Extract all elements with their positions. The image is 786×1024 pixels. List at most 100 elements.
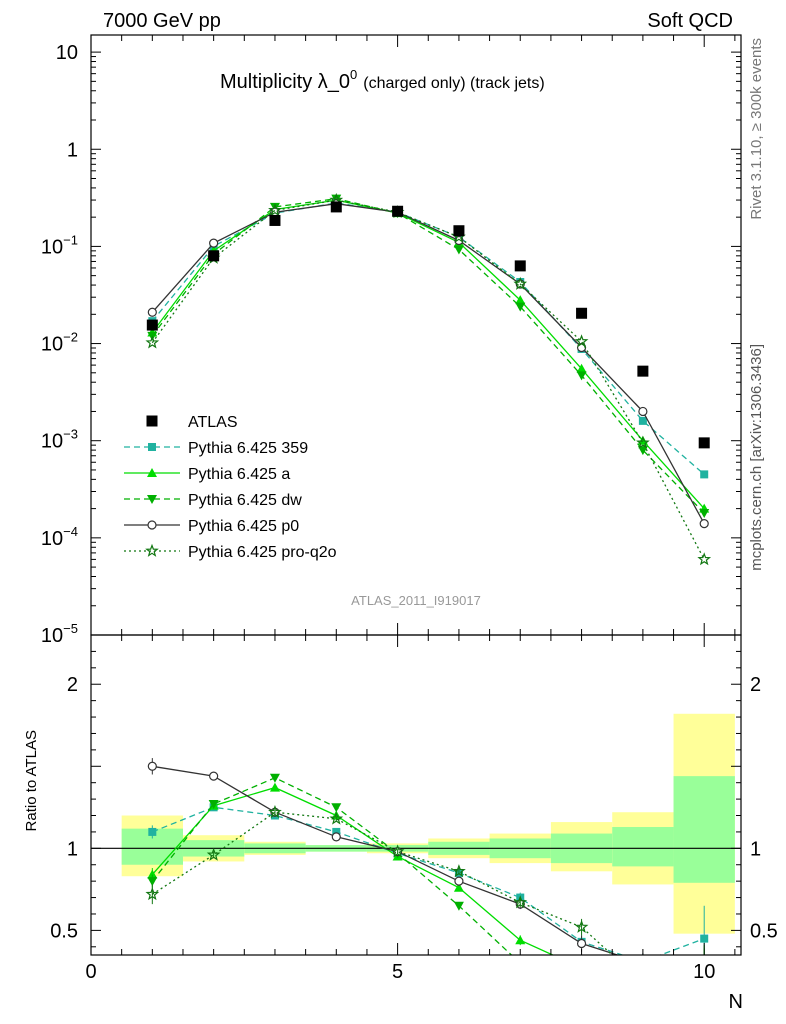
ratio-band-inner bbox=[673, 776, 735, 883]
legend-marker bbox=[147, 468, 157, 477]
main-y-tick-exponent: −5 bbox=[63, 621, 78, 636]
series-line-ratio bbox=[151, 777, 513, 955]
series-marker-ratio bbox=[331, 803, 342, 813]
reference-marker bbox=[514, 260, 526, 272]
header-left: 7000 GeV pp bbox=[103, 10, 221, 32]
chart-title-sup: 0 bbox=[350, 67, 357, 82]
series-marker-main bbox=[515, 302, 526, 312]
main-y-tick-base: 10 bbox=[41, 625, 63, 647]
legend-label: Pythia 6.425 dw bbox=[188, 492, 302, 509]
legend-label: Pythia 6.425 359 bbox=[188, 440, 308, 457]
ratio-y-tick-label: 2 bbox=[67, 674, 78, 696]
source-label: mcplots.cern.ch [arXiv:1306.3436] bbox=[748, 344, 765, 571]
ratio-axis-label: Ratio to ATLAS bbox=[23, 730, 40, 831]
series-marker-ratio bbox=[638, 984, 648, 993]
series-main-layer bbox=[145, 192, 712, 566]
series-marker-main bbox=[453, 245, 464, 255]
ratio-y-tick-label: 1 bbox=[67, 838, 78, 860]
main-y-tick-base: 10 bbox=[41, 431, 63, 453]
series-marker-ratio bbox=[268, 805, 282, 819]
series-marker-ratio bbox=[513, 895, 528, 909]
series-marker-ratio bbox=[454, 876, 464, 886]
chart-title-main: Multiplicity λ_0 bbox=[220, 71, 350, 93]
reference-marker bbox=[269, 214, 281, 226]
x-tick-label: 5 bbox=[392, 961, 403, 983]
series-marker-ratio bbox=[390, 844, 405, 858]
main-y-tick-label: 1 bbox=[67, 139, 78, 161]
series-marker-ratio bbox=[574, 919, 589, 933]
legend: ATLAS Pythia 6.425 359 Pythia 6.425 a Pythi… bbox=[124, 414, 337, 561]
main-y-tick-base: 10 bbox=[41, 236, 63, 258]
series-marker-ratio bbox=[269, 782, 280, 792]
series-line-main bbox=[151, 202, 705, 475]
series-marker-ratio bbox=[208, 800, 219, 810]
series-marker-main bbox=[637, 446, 648, 456]
series-line-ratio bbox=[151, 786, 555, 955]
series-marker-ratio bbox=[577, 963, 587, 972]
series-ratio-layer bbox=[145, 758, 709, 993]
chart-title-suffix: (charged only) (track jets) bbox=[363, 75, 544, 92]
main-y-tick-base: 10 bbox=[56, 42, 78, 64]
series-marker-main bbox=[145, 335, 160, 349]
series-marker-ratio bbox=[332, 827, 341, 836]
series-marker-ratio bbox=[147, 877, 158, 887]
series-marker-main bbox=[697, 552, 712, 566]
series-marker-ratio bbox=[639, 959, 647, 967]
reference-marker bbox=[208, 250, 220, 262]
series-marker-ratio bbox=[700, 934, 709, 943]
series-line-main bbox=[151, 203, 705, 525]
series-marker-ratio bbox=[147, 761, 157, 771]
reference-marker bbox=[392, 205, 404, 217]
legend-marker bbox=[147, 520, 157, 530]
ratio-band-layer bbox=[91, 713, 741, 934]
series-marker-ratio bbox=[206, 847, 221, 861]
legend-label: Pythia 6.425 a bbox=[188, 466, 290, 483]
series-marker-ratio bbox=[515, 935, 526, 945]
main-y-tick-exponent: −4 bbox=[63, 524, 78, 539]
main-y-tick-exponent: −2 bbox=[63, 330, 78, 345]
main-y-tick-label: 10−2 bbox=[41, 330, 78, 356]
series-marker-main bbox=[513, 276, 528, 290]
ratio-y-tick-label-right: 2 bbox=[750, 674, 761, 696]
series-marker-main bbox=[576, 371, 587, 381]
main-y-tick-label: 10−1 bbox=[41, 232, 78, 258]
reference-marker bbox=[576, 307, 588, 319]
series-marker-ratio bbox=[638, 977, 648, 987]
series-marker-ratio bbox=[638, 975, 648, 984]
series-marker-ratio bbox=[145, 887, 160, 901]
x-tick-label: 10 bbox=[693, 961, 715, 983]
series-marker-ratio bbox=[576, 938, 587, 949]
main-y-tick-base: 10 bbox=[41, 334, 63, 356]
series-marker-ratio bbox=[331, 832, 341, 842]
reference-marker bbox=[637, 365, 649, 377]
series-line-ratio bbox=[151, 811, 614, 955]
ratio-frame bbox=[90, 634, 742, 956]
main-y-tick-base: 10 bbox=[41, 528, 63, 550]
legend-marker bbox=[145, 543, 159, 557]
main-y-tick-label: 10−4 bbox=[41, 524, 78, 550]
series-marker-main bbox=[269, 202, 280, 212]
reference-marker bbox=[146, 319, 158, 331]
ratio-band-inner bbox=[612, 827, 674, 867]
x-axis-label: N bbox=[729, 991, 743, 1013]
series-marker-ratio bbox=[515, 959, 525, 968]
series-marker-main bbox=[268, 203, 282, 217]
legend-label: Pythia 6.425 pro-q2o bbox=[188, 544, 337, 561]
series-marker-ratio bbox=[453, 901, 464, 911]
ratio-y-tick-label: 0.5 bbox=[50, 920, 78, 942]
series-marker-main bbox=[209, 238, 219, 248]
analysis-label: ATLAS_2011_I919017 bbox=[351, 593, 481, 608]
main-y-tick-label: 10−3 bbox=[41, 427, 78, 453]
series-marker-main bbox=[699, 519, 709, 529]
legend-label-atlas: ATLAS bbox=[188, 414, 238, 431]
header-right: Soft QCD bbox=[647, 10, 733, 32]
series-marker-ratio bbox=[639, 958, 647, 966]
series-marker-main bbox=[638, 416, 647, 425]
main-y-tick-exponent: −1 bbox=[63, 232, 78, 247]
series-marker-main bbox=[515, 295, 526, 305]
series-marker-ratio bbox=[453, 882, 464, 892]
series-marker-main bbox=[636, 435, 650, 449]
series-marker-main bbox=[638, 406, 648, 417]
